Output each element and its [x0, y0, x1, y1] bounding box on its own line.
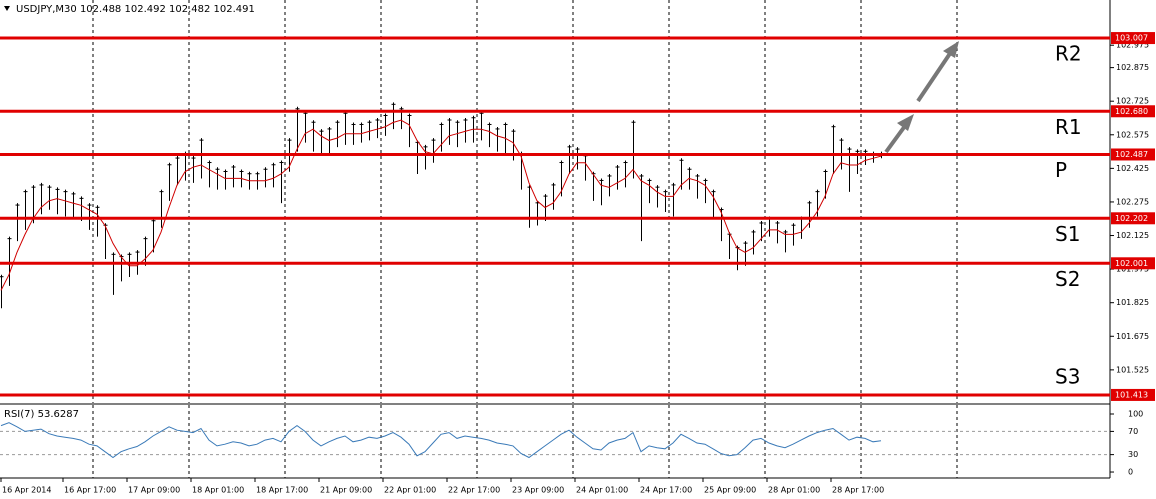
x-tick-label: 22 Apr 17:00	[448, 486, 500, 495]
y-tick-label: 101.525	[1116, 365, 1149, 374]
pivot-price-label: 102.202	[1115, 214, 1148, 223]
pivot-price-box	[1111, 105, 1155, 118]
x-tick-label: 28 Apr 01:00	[768, 486, 820, 495]
y-tick-label: 101.825	[1116, 298, 1149, 307]
y-tick-label: 101.675	[1116, 332, 1149, 341]
arrowhead	[943, 41, 959, 58]
pivot-price-box	[1111, 212, 1155, 225]
pivot-price-label: 103.007	[1115, 34, 1148, 43]
y-tick-label: 102.425	[1116, 164, 1149, 173]
pivot-name: S2	[1055, 267, 1080, 291]
pivot-price-label: 102.487	[1115, 150, 1148, 159]
x-tick-label: 18 Apr 01:00	[192, 486, 244, 495]
arrowhead	[897, 114, 914, 131]
moving-average	[0, 119, 882, 291]
x-tick-label: 18 Apr 17:00	[256, 486, 308, 495]
rsi-title: RSI(7) 53.6287	[4, 409, 79, 420]
pivot-name: P	[1055, 158, 1067, 182]
y-tick-label: 30	[1128, 450, 1138, 459]
x-tick-label: 17 Apr 09:00	[128, 486, 180, 495]
arrows	[884, 41, 959, 154]
pivot-name: R1	[1055, 115, 1082, 139]
pivot-price-label: 102.680	[1115, 107, 1148, 116]
x-tick-label: 16 Apr 2014	[2, 486, 51, 495]
rsi-line	[0, 422, 882, 459]
x-tick-label: 23 Apr 09:00	[512, 486, 564, 495]
y-tick-label: 102.275	[1116, 197, 1149, 206]
pivot-price-box	[1111, 257, 1155, 270]
y-tick-label: 100	[1128, 409, 1143, 418]
x-tick-label: 21 Apr 09:00	[320, 486, 372, 495]
chart-title: USDJPY,M30 102.488 102.492 102.482 102.4…	[16, 4, 255, 15]
pivot-name: S1	[1055, 222, 1080, 246]
y-tick-label: 102.125	[1116, 231, 1149, 240]
y-tick-label: 70	[1128, 427, 1138, 436]
y-tick-label: 102.725	[1116, 97, 1149, 106]
arrow	[916, 50, 953, 103]
x-tick-label: 22 Apr 01:00	[384, 486, 436, 495]
menu-triangle	[4, 6, 10, 11]
y-tick-label: 0	[1128, 468, 1133, 477]
y-tick-label: 102.975	[1116, 41, 1149, 50]
x-tick-label: 24 Apr 01:00	[576, 486, 628, 495]
pivot-name: S3	[1055, 364, 1080, 388]
pivot-price-box	[1111, 148, 1155, 161]
pivot-price-label: 101.413	[1115, 390, 1148, 399]
x-tick-label: 25 Apr 09:00	[704, 486, 756, 495]
y-tick-label: 102.875	[1116, 63, 1149, 72]
pivot-name: R2	[1055, 42, 1082, 66]
pivot-price-label: 102.001	[1115, 259, 1148, 268]
arrow	[884, 124, 907, 154]
y-tick-label: 102.575	[1116, 130, 1149, 139]
x-tick-label: 16 Apr 17:00	[64, 486, 116, 495]
x-tick-label: 24 Apr 17:00	[640, 486, 692, 495]
pivot-price-box	[1111, 32, 1155, 45]
pivot-price-box	[1111, 388, 1155, 401]
x-tick-label: 28 Apr 17:00	[832, 486, 884, 495]
